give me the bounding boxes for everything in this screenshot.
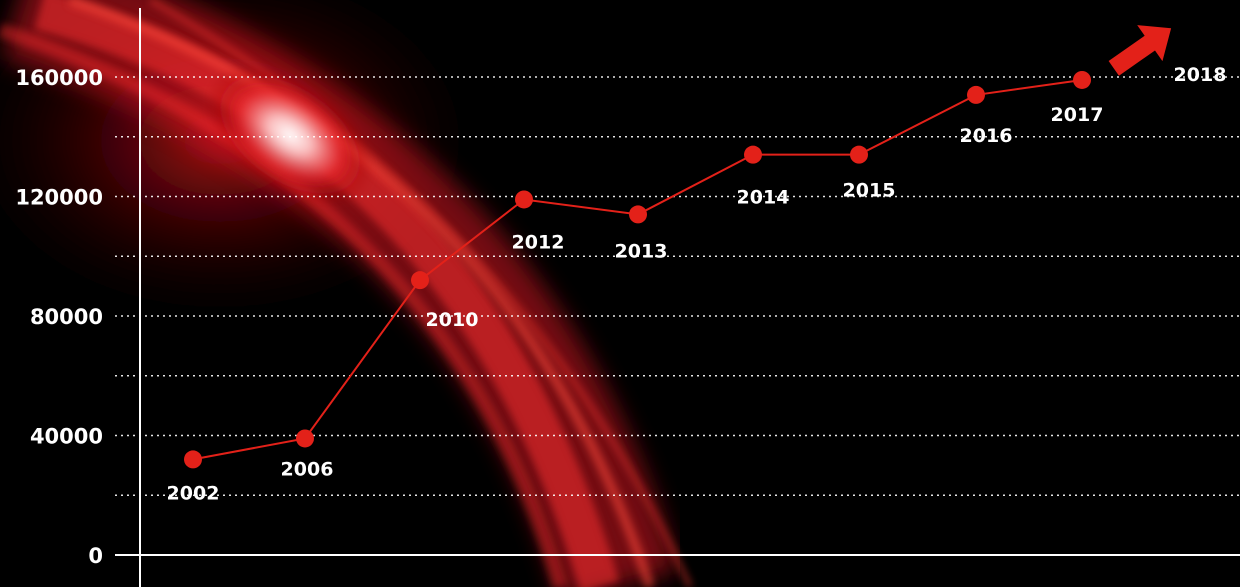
axes (115, 8, 1240, 587)
y-tick-label: 40000 (30, 425, 103, 449)
data-label: 2006 (281, 458, 334, 480)
data-labels: 2002 2006 2010 2012 2013 2014 2015 2016 2017 (167, 104, 1104, 504)
data-label: 2014 (737, 187, 790, 209)
y-tick-label: 80000 (30, 305, 103, 329)
data-point (967, 85, 985, 104)
trend-arrow-group: 2018 (1108, 25, 1227, 86)
data-point (1073, 70, 1091, 89)
trend-arrow-icon (1108, 25, 1172, 76)
y-tick-labels: 0 40000 80000 120000 160000 (15, 66, 103, 568)
data-label: 2015 (843, 180, 896, 202)
data-label: 2010 (426, 309, 479, 331)
data-points (184, 70, 1091, 469)
trend-label: 2018 (1174, 64, 1227, 86)
data-point (629, 205, 647, 224)
y-tick-label: 160000 (15, 66, 103, 90)
data-label: 2012 (512, 231, 565, 253)
data-label: 2002 (167, 482, 220, 504)
data-label: 2016 (960, 125, 1013, 147)
y-tick-label: 0 (88, 544, 103, 568)
background-glow (0, 0, 693, 587)
data-label: 2017 (1051, 104, 1104, 126)
data-point (515, 190, 533, 209)
data-point (850, 145, 868, 164)
data-label: 2013 (615, 240, 668, 262)
y-tick-label: 120000 (15, 186, 103, 210)
data-point (184, 450, 202, 469)
data-point (411, 271, 429, 290)
data-point (296, 429, 314, 448)
data-point (744, 145, 762, 164)
